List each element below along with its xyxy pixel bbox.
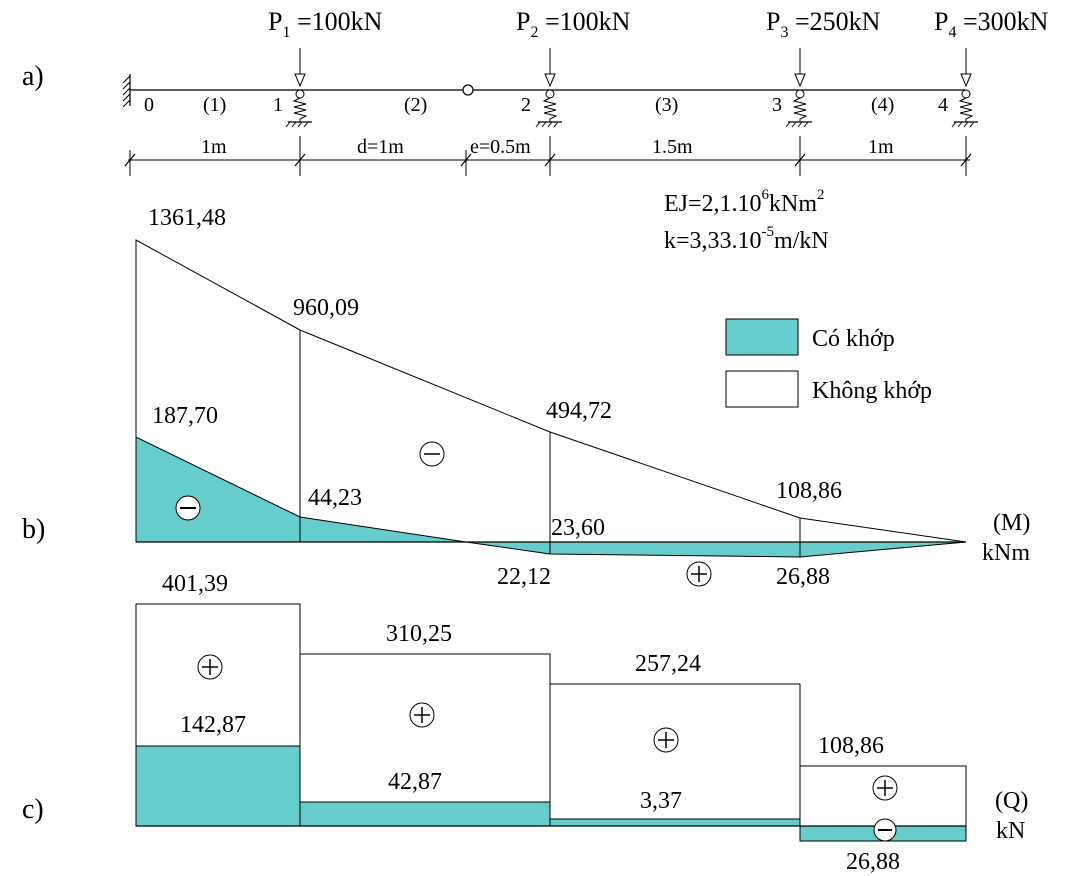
node-label-0: 0 <box>144 94 154 116</box>
spring-support-4 <box>951 89 978 128</box>
segment-label-1: (1) <box>203 94 226 116</box>
sign-plus-shear-3 <box>653 727 679 753</box>
moment-hinge-label-1: 187,70 <box>152 403 218 429</box>
part-label-b: b) <box>22 514 45 545</box>
ej-label: EJ=2,1.106kNm2 <box>664 187 825 217</box>
svg-text:P1 =100kN: P1 =100kN <box>268 7 383 41</box>
shear-hinge-label-3: 3,37 <box>640 788 682 814</box>
dim-label-4: 1.5m <box>652 136 693 158</box>
segment-label-3: (3) <box>655 94 678 116</box>
dim-label-5: 1m <box>868 136 894 158</box>
moment-hinge-area-right <box>465 541 967 558</box>
hinge-circle <box>462 84 474 96</box>
spring-support-1 <box>285 89 312 128</box>
dim-label-3: e=0.5m <box>470 136 531 158</box>
sign-plus-moment <box>686 561 712 587</box>
moment-hinge-label-4: 26,88 <box>776 564 830 590</box>
moment-hinge-label-inner: 23,60 <box>551 515 605 541</box>
svg-text:P4 =300kN: P4 =300kN <box>934 7 1049 41</box>
spring-support-2 <box>535 89 562 128</box>
shear-hinge-bar-1 <box>135 745 301 827</box>
shear-hinge-bar-3 <box>549 818 801 827</box>
sign-minus-moment <box>419 441 445 467</box>
sign-plus-shear-2 <box>409 702 435 728</box>
segment-label-4: (4) <box>871 94 894 116</box>
svg-text:P2 =100kN: P2 =100kN <box>516 7 631 41</box>
shear-label-3: 257,24 <box>635 651 701 677</box>
sign-minus-shear <box>873 818 897 842</box>
shear-label-1: 401,39 <box>162 571 228 597</box>
shear-hinge-label-2: 42,87 <box>388 769 442 795</box>
moment-label-1: 1361,48 <box>148 205 226 231</box>
dimension-line <box>124 136 972 176</box>
load-p3: P3 =250kN <box>766 7 881 88</box>
shear-label-4: 108,86 <box>818 733 884 759</box>
shear-unit-label: kN <box>996 818 1025 844</box>
sign-plus-shear-4 <box>872 775 898 801</box>
segment-label-2: (2) <box>404 94 427 116</box>
moment-diagram: 1361,48 960,09 494,72 108,86 187,70 44,2… <box>135 205 1030 590</box>
moment-unit-label: kNm <box>982 540 1030 566</box>
dim-label-2: d=1m <box>357 136 404 158</box>
shear-no-hinge-bar-2 <box>299 653 551 827</box>
part-label-c: c) <box>22 794 44 825</box>
moment-hinge-label-3: 22,12 <box>497 564 551 590</box>
shear-hinge-label-4: 26,88 <box>846 849 900 875</box>
shear-label-2: 310,25 <box>386 621 452 647</box>
node-label-1: 1 <box>273 94 283 116</box>
legend-swatch-no-hinge <box>725 370 799 408</box>
moment-label-2: 960,09 <box>293 295 359 321</box>
spring-support-3 <box>785 89 812 128</box>
shear-no-hinge-bar-3 <box>549 683 801 827</box>
shear-axis-label: (Q) <box>995 788 1028 814</box>
k-label: k=3,33.10-5m/kN <box>664 224 829 254</box>
node-label-3: 3 <box>772 94 782 116</box>
legend-label-hinge: Có khớp <box>812 326 895 352</box>
sign-minus-moment-hinge <box>175 495 201 521</box>
beam-scheme: P1 =100kN P2 =100kN P3 =250kN P4 =300kN <box>122 7 1049 254</box>
moment-hinge-label-2: 44,23 <box>308 485 362 511</box>
moment-label-3: 494,72 <box>546 398 612 424</box>
part-label-a: a) <box>22 61 44 92</box>
load-p1: P1 =100kN <box>268 7 383 88</box>
node-label-4: 4 <box>938 94 948 116</box>
moment-label-4: 108,86 <box>776 478 842 504</box>
shear-diagram: 401,39 310,25 257,24 108,86 142,87 42,87… <box>135 571 1028 875</box>
dim-label-1: 1m <box>201 136 227 158</box>
shear-hinge-bar-2 <box>299 801 551 827</box>
legend-label-no-hinge: Không khớp <box>812 378 932 404</box>
moment-axis-label: (M) <box>993 510 1030 536</box>
sign-plus-shear-1 <box>197 654 223 680</box>
legend-swatch-hinge <box>725 318 799 356</box>
svg-text:P3 =250kN: P3 =250kN <box>766 7 881 41</box>
load-p4: P4 =300kN <box>934 7 1049 88</box>
load-p2: P2 =100kN <box>516 7 631 88</box>
legend: Có khớp Không khớp <box>725 318 932 408</box>
node-label-2: 2 <box>521 94 531 116</box>
shear-hinge-label-1: 142,87 <box>180 712 246 738</box>
